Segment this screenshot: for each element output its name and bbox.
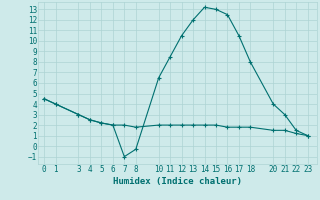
X-axis label: Humidex (Indice chaleur): Humidex (Indice chaleur) [113,177,242,186]
